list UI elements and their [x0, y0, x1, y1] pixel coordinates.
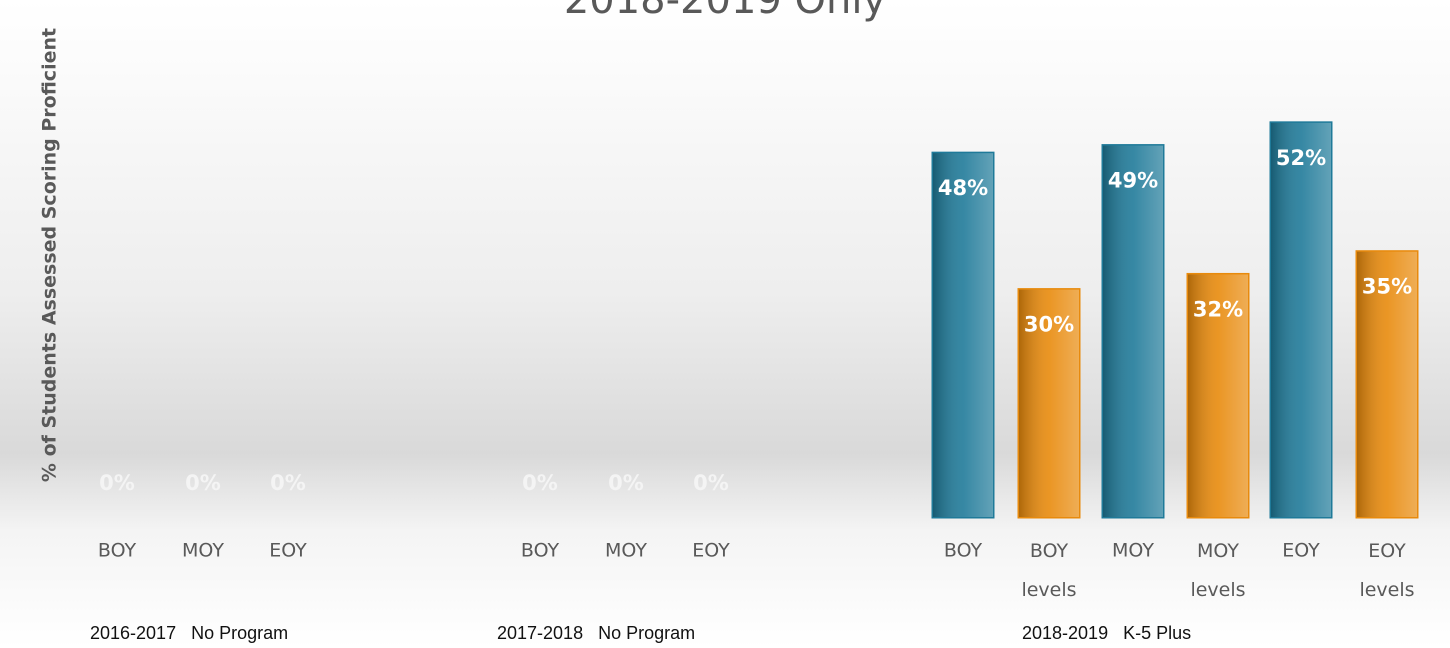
- x-tick-label: BOY levels: [1021, 540, 1076, 601]
- bar-shade: [1271, 122, 1331, 517]
- bar-shade: [1357, 251, 1417, 517]
- y-axis-label: % of Students Assessed Scoring Proficien…: [39, 28, 61, 482]
- group-label: 2018-2019 K-5 Plus: [1022, 623, 1191, 643]
- x-tick-label: EOY: [1282, 540, 1320, 562]
- value-label: 35%: [1362, 275, 1412, 299]
- value-label: 0%: [693, 471, 729, 495]
- x-tick-label: EOY levels: [1359, 540, 1414, 601]
- value-label: 48%: [938, 176, 988, 200]
- x-tick-label: MOY: [182, 540, 224, 562]
- x-tick-label: EOY: [269, 540, 307, 562]
- x-tick-label: BOY: [98, 540, 137, 562]
- x-tick-label: EOY: [692, 540, 730, 562]
- value-label: 0%: [185, 471, 221, 495]
- value-label: 0%: [270, 471, 306, 495]
- x-tick-label: BOY: [521, 540, 560, 562]
- x-tick-label: BOY: [944, 540, 983, 562]
- bar-shade: [1103, 145, 1163, 517]
- value-label: 0%: [99, 471, 135, 495]
- value-label: 49%: [1108, 169, 1158, 193]
- value-label: 52%: [1276, 146, 1326, 170]
- value-label: 0%: [522, 471, 558, 495]
- value-label: 32%: [1193, 297, 1243, 321]
- group-label: 2016-2017 No Program: [90, 623, 288, 643]
- bar-shade: [1188, 274, 1248, 517]
- chart-title: 2018-2019 Only: [564, 0, 886, 23]
- x-tick-label: MOY: [1112, 540, 1154, 562]
- value-label: 0%: [608, 471, 644, 495]
- bar-shade: [933, 153, 993, 517]
- group-label: 2017-2018 No Program: [497, 623, 695, 643]
- x-tick-label: MOY: [605, 540, 647, 562]
- bar-shade: [1019, 289, 1079, 517]
- x-tick-label: MOY levels: [1190, 540, 1245, 601]
- value-label: 30%: [1024, 313, 1074, 337]
